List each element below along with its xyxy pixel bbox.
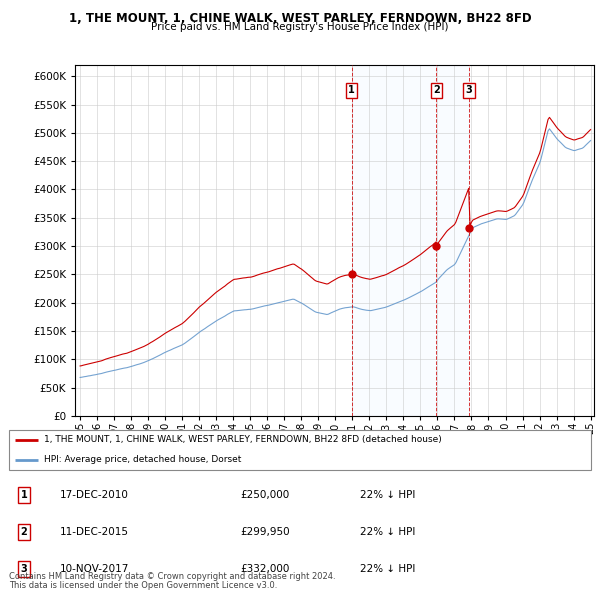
Text: 22% ↓ HPI: 22% ↓ HPI (360, 527, 415, 537)
Text: 2: 2 (20, 527, 28, 537)
Text: 17-DEC-2010: 17-DEC-2010 (60, 490, 129, 500)
Text: This data is licensed under the Open Government Licence v3.0.: This data is licensed under the Open Gov… (9, 581, 277, 590)
Text: 22% ↓ HPI: 22% ↓ HPI (360, 490, 415, 500)
Text: £332,000: £332,000 (240, 564, 289, 574)
Text: 1, THE MOUNT, 1, CHINE WALK, WEST PARLEY, FERNDOWN, BH22 8FD: 1, THE MOUNT, 1, CHINE WALK, WEST PARLEY… (68, 12, 532, 25)
Text: £299,950: £299,950 (240, 527, 290, 537)
Text: 2: 2 (433, 86, 440, 96)
Text: Price paid vs. HM Land Registry's House Price Index (HPI): Price paid vs. HM Land Registry's House … (151, 22, 449, 32)
Text: £250,000: £250,000 (240, 490, 289, 500)
FancyBboxPatch shape (9, 430, 591, 470)
Text: 3: 3 (20, 564, 28, 574)
Text: Contains HM Land Registry data © Crown copyright and database right 2024.: Contains HM Land Registry data © Crown c… (9, 572, 335, 581)
Text: 11-DEC-2015: 11-DEC-2015 (60, 527, 129, 537)
Text: 1: 1 (349, 86, 355, 96)
Text: 10-NOV-2017: 10-NOV-2017 (60, 564, 130, 574)
Text: 1, THE MOUNT, 1, CHINE WALK, WEST PARLEY, FERNDOWN, BH22 8FD (detached house): 1, THE MOUNT, 1, CHINE WALK, WEST PARLEY… (44, 435, 442, 444)
Bar (352, 65, 469, 416)
Text: 22% ↓ HPI: 22% ↓ HPI (360, 564, 415, 574)
Text: HPI: Average price, detached house, Dorset: HPI: Average price, detached house, Dors… (44, 455, 242, 464)
Text: 1: 1 (20, 490, 28, 500)
Text: 3: 3 (466, 86, 472, 96)
